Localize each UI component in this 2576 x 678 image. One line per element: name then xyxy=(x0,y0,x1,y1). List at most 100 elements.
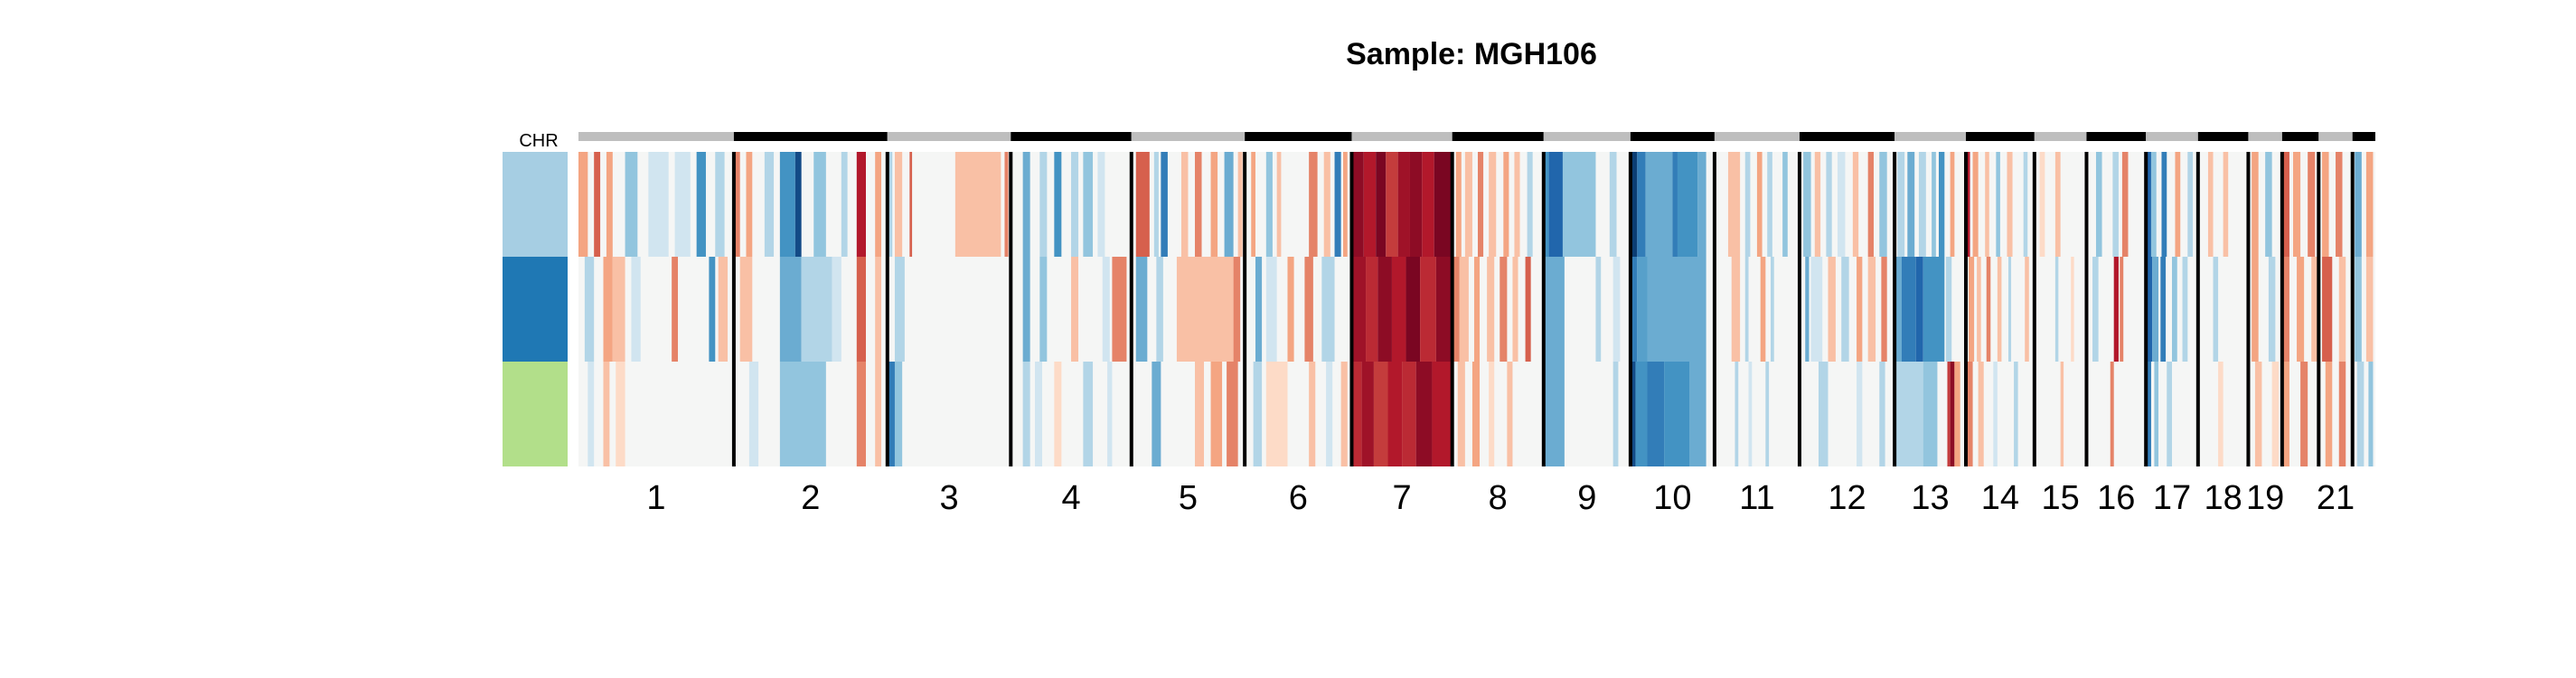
chr-bar-segment-22 xyxy=(2352,132,2375,141)
heatmap-cell xyxy=(2112,152,2119,257)
heatmap-cell xyxy=(1947,362,1951,466)
heatmap-cell xyxy=(1083,362,1094,466)
heatmap-cell xyxy=(1194,152,1202,257)
heatmap-cell xyxy=(1512,257,1518,362)
heatmap-cell xyxy=(1630,362,1636,466)
heatmap-cell xyxy=(2300,362,2308,466)
heatmap-cell xyxy=(1034,362,1042,466)
heatmap-cell xyxy=(1543,257,1565,362)
heatmap-cell xyxy=(715,152,725,257)
heatmap-cell xyxy=(1340,362,1348,466)
group-color-cell xyxy=(503,257,568,362)
heatmap-cell xyxy=(1210,152,1218,257)
heatmap-cell xyxy=(875,257,881,362)
heatmap-cell xyxy=(1894,257,1903,362)
heatmap-cell xyxy=(1152,362,1161,466)
heatmap-cell xyxy=(616,362,625,466)
heatmap-cell xyxy=(2281,362,2289,466)
heatmap-cell xyxy=(1386,152,1398,257)
heatmap-cell xyxy=(2039,152,2045,257)
heatmap-cell xyxy=(606,152,613,257)
heatmap-cell xyxy=(887,152,893,257)
heatmap-cell xyxy=(1265,152,1273,257)
chromosome-tick-label: 13 xyxy=(1911,479,1949,517)
heatmap-cell xyxy=(1867,257,1876,362)
heatmap-cell xyxy=(1735,362,1739,466)
heatmap-cell xyxy=(1543,362,1565,466)
heatmap-cell xyxy=(1765,362,1770,466)
heatmap-cell xyxy=(1744,257,1749,362)
heatmap-cell xyxy=(588,362,595,466)
heatmap-cell xyxy=(1457,362,1465,466)
heatmap-cell xyxy=(1997,257,2002,362)
chromosome-tick-label: 4 xyxy=(1061,479,1080,517)
heatmap-cell xyxy=(2338,362,2346,466)
heatmap-cell xyxy=(2265,152,2272,257)
heatmap-cell xyxy=(1894,362,1923,466)
heatmap-cell xyxy=(709,257,716,362)
heatmap-cell xyxy=(2182,257,2188,362)
heatmap-cell xyxy=(1071,152,1079,257)
chromosome-tick-label: 9 xyxy=(1577,479,1596,517)
heatmap-cell xyxy=(2365,257,2374,362)
heatmap-cell xyxy=(1907,152,1915,257)
heatmap-cell xyxy=(1803,152,1811,257)
heatmap-cell xyxy=(1409,152,1423,257)
heatmap-cell xyxy=(2355,257,2362,362)
heatmap-cell xyxy=(2146,362,2151,466)
heatmap-cell xyxy=(1422,152,1434,257)
heatmap-cell xyxy=(2023,152,2028,257)
heatmap-cell xyxy=(1902,257,1916,362)
heatmap-cell xyxy=(672,257,679,362)
heatmap-cell xyxy=(2336,152,2343,257)
heatmap-cell xyxy=(2152,257,2159,362)
heatmap-cell xyxy=(832,257,841,362)
heatmap-cell xyxy=(2120,257,2124,362)
heatmap-cell xyxy=(2281,152,2289,257)
heatmap-cell xyxy=(1514,152,1520,257)
heatmap-cell xyxy=(1879,152,1887,257)
heatmap-cell xyxy=(1210,362,1223,466)
heatmap-cell xyxy=(2355,152,2362,257)
chr-bar-segment-13 xyxy=(1894,132,1966,141)
chromosome-tick-label: 15 xyxy=(2042,479,2080,517)
heatmap-cell xyxy=(1918,152,1926,257)
heatmap-cell xyxy=(2308,152,2316,257)
heatmap-cell xyxy=(1351,257,1367,362)
chr-bar-segment-4 xyxy=(1011,132,1132,141)
heatmap-cell xyxy=(1343,152,1348,257)
heatmap-cell xyxy=(1731,257,1741,362)
heatmap-cell xyxy=(1507,362,1513,466)
heatmap-cell xyxy=(746,152,753,257)
heatmap-cell xyxy=(1434,152,1453,257)
heatmap-cell xyxy=(2338,257,2346,362)
heatmap-cell xyxy=(2113,257,2119,362)
heatmap-cell xyxy=(1923,362,1938,466)
chromosome-separators xyxy=(731,152,2355,466)
heatmap-cell xyxy=(2007,152,2013,257)
heatmap-cell xyxy=(1857,362,1863,466)
heatmap-cell xyxy=(1397,152,1410,257)
heatmap-cell xyxy=(1814,152,1821,257)
heatmap-cell xyxy=(2365,152,2374,257)
heatmap-cell xyxy=(856,362,866,466)
heatmap-cell xyxy=(1548,152,1563,257)
heatmap-cell xyxy=(2322,257,2333,362)
heatmap-cell xyxy=(1435,257,1453,362)
heatmap-cell xyxy=(1879,362,1885,466)
chromosome-tick-label: 2 xyxy=(801,479,820,517)
heatmap-cell xyxy=(2095,152,2102,257)
heatmap-cell xyxy=(1054,152,1062,257)
heatmap-cell xyxy=(2025,257,2029,362)
chr-bar-segment-15 xyxy=(2034,132,2087,141)
heatmap-cell xyxy=(1527,152,1533,257)
heatmap-cell xyxy=(2092,257,2099,362)
group-color-cell xyxy=(503,152,568,257)
heatmap-cell xyxy=(1265,362,1288,466)
heatmap-cell xyxy=(779,362,826,466)
heatmap-cell xyxy=(1645,152,1673,257)
chromosome-tick-label: 7 xyxy=(1393,479,1412,517)
heatmap-cell xyxy=(1255,257,1263,362)
heatmap-cell xyxy=(1004,152,1009,257)
heatmap-cell xyxy=(1153,152,1159,257)
